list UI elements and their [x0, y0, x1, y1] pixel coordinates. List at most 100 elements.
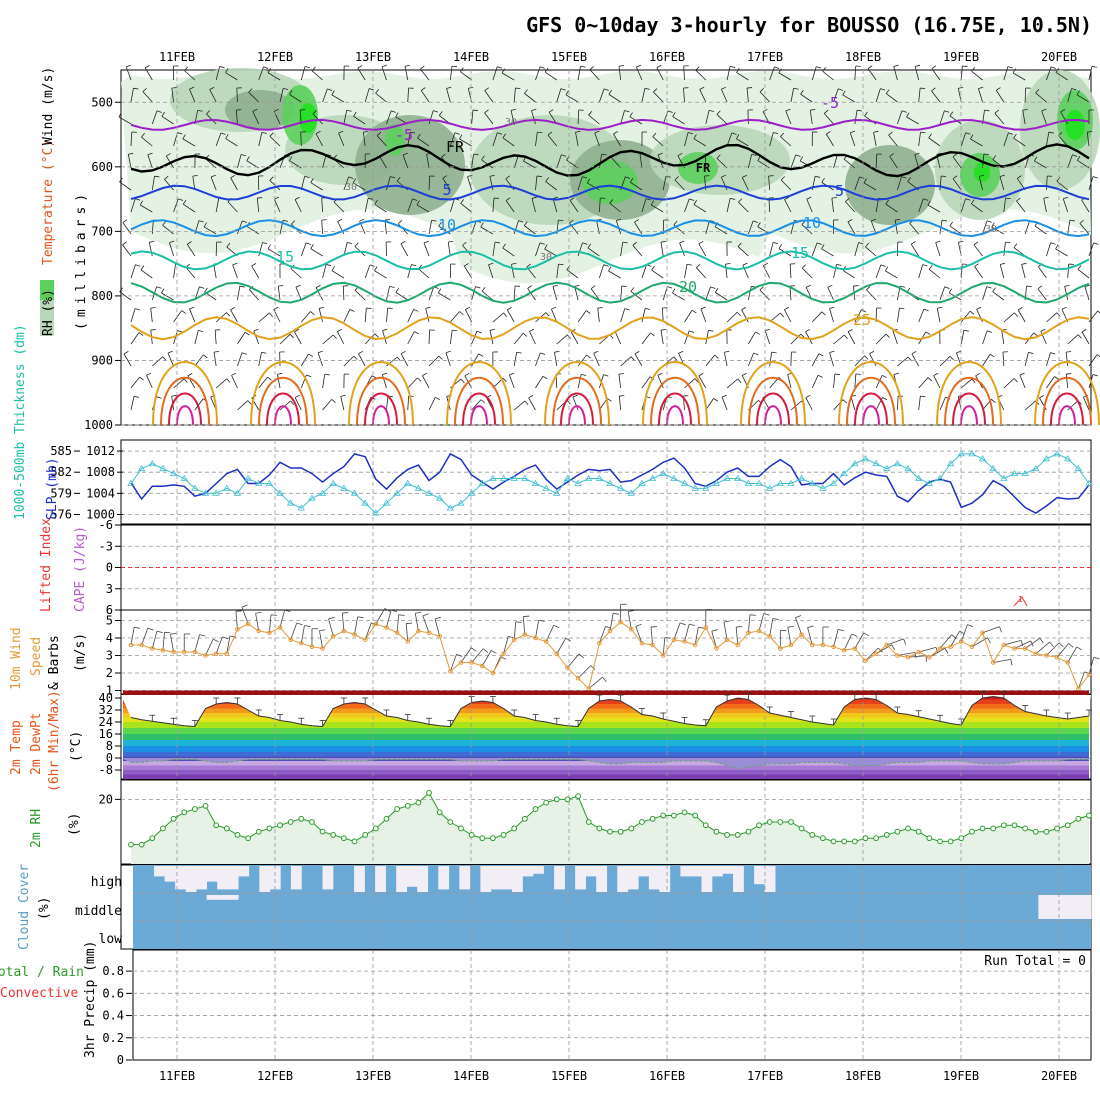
- temperature-band: [123, 766, 1089, 771]
- slp-axis-label: SLP (mb): [45, 457, 60, 520]
- cloud-high-gap: [238, 866, 249, 876]
- cloud-high-gap: [628, 866, 639, 889]
- wind-barb-flag: [920, 88, 925, 89]
- isotherm-label: -5: [395, 126, 413, 144]
- rh2m-marker: [650, 816, 655, 821]
- rh-contour-label: 30: [540, 252, 552, 263]
- cloud-middle-gap: [1038, 895, 1049, 919]
- rh2m-marker: [501, 833, 506, 838]
- rh2m-marker: [384, 816, 389, 821]
- cloud-high-gap: [207, 866, 218, 882]
- cloud-middle-gap: [228, 895, 239, 900]
- date-label-top: 20FEB: [1041, 50, 1077, 64]
- y-tick-label: 0.4: [102, 1009, 124, 1023]
- wind10m-barb-flag: [665, 638, 671, 639]
- wind-barb-flag: [730, 66, 735, 67]
- isotherm-label: 20: [679, 278, 697, 296]
- rh2m-marker: [682, 810, 687, 815]
- wind-barb-flag: [915, 65, 920, 66]
- wind10m-barb-flag: [516, 622, 522, 623]
- cloud-middle-gap: [1080, 895, 1091, 919]
- date-label-bottom: 20FEB: [1041, 1069, 1077, 1083]
- rh2m-marker: [1001, 823, 1006, 828]
- wind-barb-flag: [894, 65, 899, 66]
- cloud-axis-label-1: Cloud Cover: [17, 864, 32, 950]
- precip-panel: 00.20.40.60.8 Run Total = 0 Total / Rain…: [0, 941, 1091, 1067]
- rh2m-marker: [703, 823, 708, 828]
- temperature-band: [123, 740, 1089, 746]
- wind-barb-flag: [145, 65, 149, 68]
- wind-barb-flag: [1051, 67, 1056, 69]
- cloud-high-gap: [617, 866, 628, 892]
- rh2m-marker: [235, 833, 240, 838]
- cloud-high-gap: [712, 866, 723, 876]
- rh2m-marker: [1055, 826, 1060, 831]
- date-label-bottom: 14FEB: [453, 1069, 489, 1083]
- rh2m-marker: [373, 826, 378, 831]
- rh2m-marker: [661, 813, 666, 818]
- isotherm-label: FR: [446, 138, 465, 156]
- wind-barb-flag: [636, 65, 641, 67]
- cloud-high-gap: [680, 866, 691, 876]
- y-tick-label: 1004: [86, 486, 115, 500]
- cloud-high-gap: [154, 866, 165, 876]
- isotherm-label: 10: [438, 216, 456, 234]
- rh2m-marker: [512, 826, 517, 831]
- wind-barb-flag: [558, 220, 563, 221]
- wind10m-barb-flag: [651, 627, 657, 628]
- rh2m-marker: [597, 826, 602, 831]
- rh-contour-label: 30: [985, 224, 997, 235]
- rh2m-marker: [427, 791, 432, 796]
- date-label-top: 13FEB: [355, 50, 391, 64]
- wind-barb-flag: [590, 66, 594, 69]
- rh2m-marker: [874, 836, 879, 841]
- rh2m-marker: [586, 820, 591, 825]
- rh2m-marker: [544, 800, 549, 805]
- cloud-high-gap: [691, 866, 702, 876]
- wind-barb: [429, 176, 430, 190]
- cloud-middle-gap: [1070, 895, 1081, 919]
- temperature-band: [123, 728, 1089, 734]
- wind10m-barb-flag: [342, 613, 348, 614]
- wind-barb: [216, 242, 217, 256]
- rh-blob: [299, 103, 317, 133]
- rh2m-marker: [214, 823, 219, 828]
- rh2m-marker: [522, 816, 527, 821]
- cloud-panel: high middle low Cloud Cover (%): [17, 864, 1091, 950]
- y-tick-label: 3: [106, 582, 113, 596]
- wind-barb-flag: [774, 67, 779, 69]
- wind10m-barb-flag: [271, 615, 277, 616]
- rh2m-marker: [884, 833, 889, 838]
- wind-barb-flag: [657, 65, 661, 67]
- rh2m-marker: [299, 816, 304, 821]
- wind-barb-flag: [1094, 243, 1099, 245]
- cloud-high-gap: [217, 866, 228, 889]
- temp2m-axis-label-1: 2m Temp: [9, 720, 24, 775]
- chart-title: GFS 0~10day 3-hourly for BOUSSO (16.75E,…: [526, 13, 1092, 37]
- temp2m-axis-label-3: (6hr Min/Max): [47, 690, 62, 792]
- rh2m-marker: [161, 826, 166, 831]
- date-label-top: 17FEB: [747, 50, 783, 64]
- rh2m-marker: [278, 823, 283, 828]
- wind10m-barb-flag: [1094, 657, 1100, 659]
- rh2m-marker: [746, 829, 751, 834]
- temperature-band: [123, 746, 1089, 752]
- wind-barb-flag: [619, 66, 624, 67]
- y-tick-label: 20: [99, 792, 113, 806]
- run-total: Run Total = 0: [984, 954, 1086, 969]
- isotherm-label: 15: [791, 244, 809, 262]
- temp2m-axis-label-4: (°C): [69, 731, 84, 762]
- cloud-high-gap: [196, 866, 207, 889]
- rh2m-marker: [820, 836, 825, 841]
- rh2m-marker: [1044, 829, 1049, 834]
- date-label-bottom: 18FEB: [845, 1069, 881, 1083]
- wind-barb-flag: [405, 65, 410, 66]
- temp2m-axis-label-2: 2m DewPt: [29, 712, 44, 775]
- cloud-high-gap: [322, 866, 333, 889]
- cloud-high-gap: [575, 866, 586, 889]
- temperature-axis-label: Temperature (°C): [41, 140, 56, 265]
- isotherm-label: 5: [442, 181, 451, 199]
